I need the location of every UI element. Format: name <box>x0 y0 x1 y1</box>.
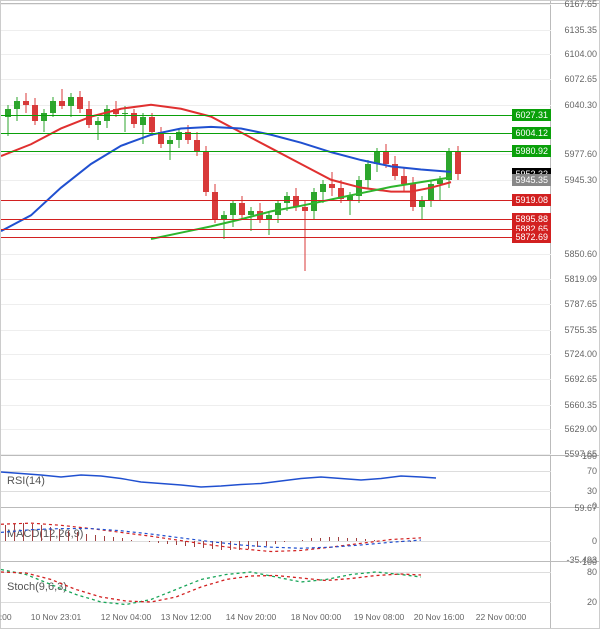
sr-value-box: 5919.08 <box>512 194 551 206</box>
stoch-d <box>1 572 421 602</box>
sr-line-extra <box>1 229 551 230</box>
y-tick-label: 6167.65 <box>564 0 597 9</box>
x-tick-label: 19 Nov 08:00 <box>354 612 405 622</box>
sr-line-s1 <box>1 200 551 201</box>
y-tick-label: 5692.65 <box>564 374 597 384</box>
y-tick-label: 5945.30 <box>564 175 597 185</box>
y-tick-label: 5724.00 <box>564 349 597 359</box>
y-tick-label: 6072.65 <box>564 74 597 84</box>
y-tick-label: 6104.00 <box>564 49 597 59</box>
sr-line-r1 <box>1 151 551 152</box>
x-tick-label: 16:00 <box>0 612 12 622</box>
sr-line-r3 <box>1 115 551 116</box>
sr-line-s2 <box>1 219 551 220</box>
sr-value-box: 5980.92 <box>512 145 551 157</box>
sr-value-box: 6027.31 <box>512 109 551 121</box>
y-tick-label: 5755.35 <box>564 325 597 335</box>
x-tick-label: 12 Nov 04:00 <box>101 612 152 622</box>
y-tick-label: 80 <box>587 567 597 577</box>
rsi-panel[interactable]: RSI(14) 10070300 <box>1 455 599 505</box>
y-tick-label: 70 <box>587 466 597 476</box>
x-tick-label: 13 Nov 12:00 <box>161 612 212 622</box>
macd-panel[interactable]: MACD(12,26,9) 59.670-35.493 <box>1 507 599 559</box>
secondary-price-box: 5945.35 <box>512 174 551 186</box>
price-panel[interactable]: 6167.65 6135.35 6104.00 6072.65 6040.30 5977.… <box>1 3 599 453</box>
y-tick-label: 5660.35 <box>564 400 597 410</box>
y-tick-label: 5629.00 <box>564 424 597 434</box>
macd-line <box>1 523 421 551</box>
x-tick-label: 18 Nov 00:00 <box>291 612 342 622</box>
y-tick-label: 30 <box>587 486 597 496</box>
sr-line-s3 <box>1 237 551 238</box>
y-tick-label: 0 <box>592 536 597 546</box>
sr-value-box: 6004.12 <box>512 127 551 139</box>
x-tick-label: 10 Nov 23:01 <box>31 612 82 622</box>
y-tick-label: 6135.35 <box>564 25 597 35</box>
y-tick-label: 20 <box>587 597 597 607</box>
x-tick-label: 22 Nov 00:00 <box>476 612 527 622</box>
chart-container: 6167.65 6135.35 6104.00 6072.65 6040.30 5977.… <box>0 0 600 629</box>
x-tick-label: 20 Nov 16:00 <box>414 612 465 622</box>
x-axis: 16:00 10 Nov 23:01 12 Nov 04:00 13 Nov 12:0… <box>1 612 549 626</box>
ma-blue <box>1 127 451 231</box>
y-tick-label: 5850.60 <box>564 249 597 259</box>
x-tick-label: 14 Nov 20:00 <box>226 612 277 622</box>
y-tick-label: 100 <box>582 557 597 567</box>
sr-value-box: 5872.69 <box>512 231 551 243</box>
stoch-panel[interactable]: Stoch(9,6,3) 1008020 <box>1 561 599 611</box>
sr-line-r2 <box>1 133 551 134</box>
indicator-overlay <box>1 562 551 612</box>
y-tick-label: 100 <box>582 451 597 461</box>
y-tick-label: 6040.30 <box>564 100 597 110</box>
stoch-k <box>1 570 421 605</box>
y-tick-label: 59.67 <box>574 503 597 513</box>
indicator-overlay <box>1 508 551 560</box>
rsi-line <box>1 472 436 487</box>
indicator-overlay <box>1 456 551 506</box>
y-tick-label: 5819.09 <box>564 274 597 284</box>
y-tick-label: 5977.60 <box>564 149 597 159</box>
ma-red <box>1 105 451 192</box>
y-tick-label: 5787.65 <box>564 299 597 309</box>
